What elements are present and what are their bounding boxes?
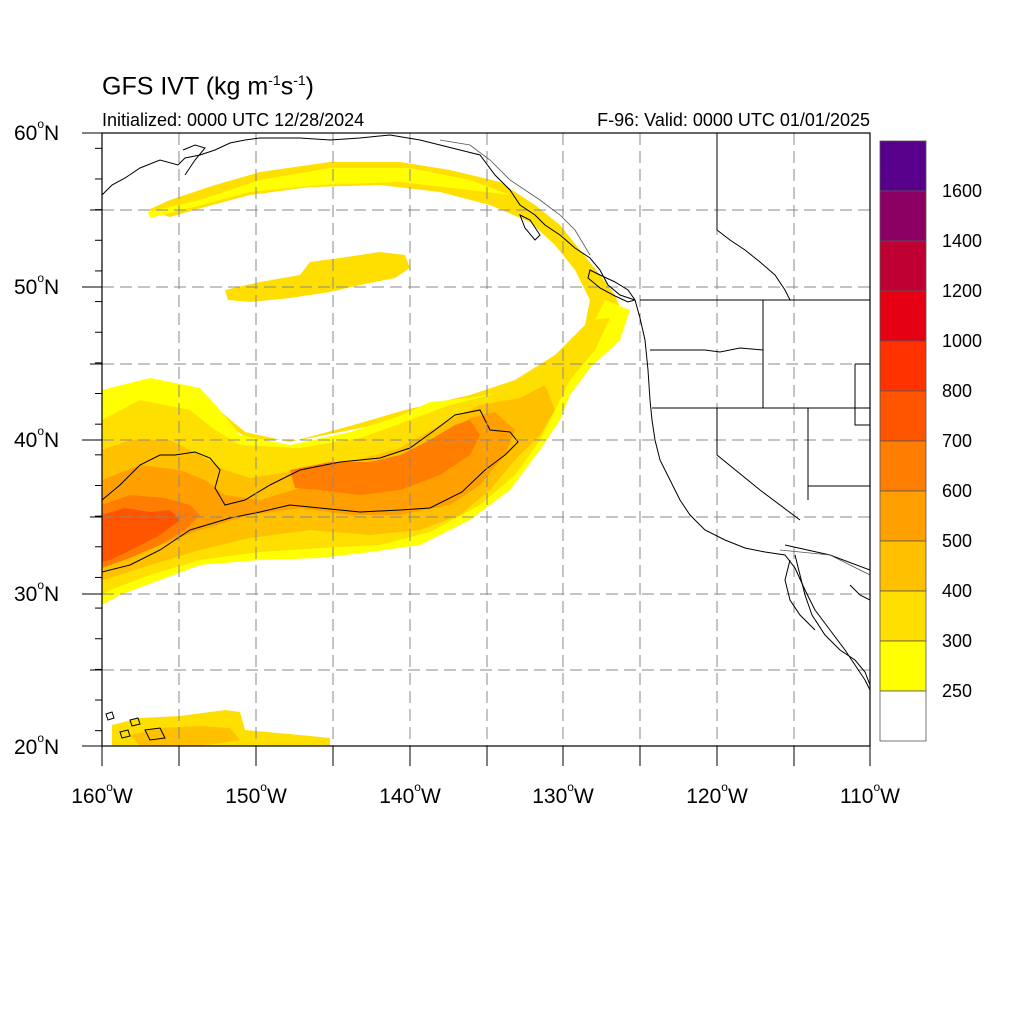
minor-ticks xyxy=(95,147,102,732)
ivt-blob-50n xyxy=(225,252,410,302)
coastline xyxy=(102,134,870,741)
colorbar-label-600: 600 xyxy=(942,481,973,501)
lat-label-50: 50oN xyxy=(14,271,60,299)
colorbar-label-1400: 1400 xyxy=(942,231,983,251)
colorbar-box xyxy=(879,590,927,642)
ivt-hawaii-inner xyxy=(130,726,240,746)
colorbar xyxy=(879,140,927,742)
lon-label-130w: 130oW xyxy=(532,780,594,808)
ivt-river-700 xyxy=(102,508,180,562)
ivt-river-600b xyxy=(290,420,480,495)
colorbar-label-700: 700 xyxy=(942,431,973,451)
colorbar-label-500: 500 xyxy=(942,531,973,551)
lon-label-110w: 110oW xyxy=(840,780,900,808)
colorbar-box xyxy=(879,340,927,392)
lon-label-150w: 150oW xyxy=(225,780,287,808)
map-title: GFS IVT (kg m-1s-1) xyxy=(102,72,314,101)
colorbar-label-250: 250 xyxy=(942,681,973,701)
axis-ticks xyxy=(82,132,871,766)
colorbar-box xyxy=(879,290,927,342)
colorbar-box xyxy=(879,390,927,442)
colorbar-box xyxy=(879,690,927,742)
valid-time: F-96: Valid: 0000 UTC 01/01/2025 xyxy=(597,110,870,130)
colorbar-label-800: 800 xyxy=(942,381,973,401)
colorbar-box xyxy=(879,240,927,292)
lat-label-30: 30oN xyxy=(14,578,60,606)
colorbar-label-400: 400 xyxy=(942,581,973,601)
colorbar-label-1600: 1600 xyxy=(942,181,983,201)
state-boundaries xyxy=(640,133,870,571)
colorbar-label-1200: 1200 xyxy=(942,281,983,301)
country-boundaries xyxy=(439,139,870,576)
colorbar-box xyxy=(879,490,927,542)
colorbar-box xyxy=(879,190,927,242)
lat-label-40: 40oN xyxy=(14,424,60,452)
lat-label-20: 20oN xyxy=(14,731,60,759)
ivt-contour-500 xyxy=(102,409,519,573)
colorbar-label-300: 300 xyxy=(942,631,973,651)
colorbar-box xyxy=(879,540,927,592)
colorbar-box xyxy=(879,640,927,692)
graticule xyxy=(102,133,870,746)
ivt-shading xyxy=(102,162,630,746)
colorbar-label-1000: 1000 xyxy=(942,331,983,351)
lat-label-60: 60oN xyxy=(14,117,60,145)
colorbar-box xyxy=(879,140,927,192)
colorbar-box xyxy=(879,440,927,492)
ivt-arc-north-inner xyxy=(148,168,510,218)
lon-label-120w: 120oW xyxy=(686,780,748,808)
lon-label-140w: 140oW xyxy=(379,780,441,808)
initialized-time: Initialized: 0000 UTC 12/28/2024 xyxy=(102,110,365,130)
lon-label-160w: 160oW xyxy=(71,780,133,808)
